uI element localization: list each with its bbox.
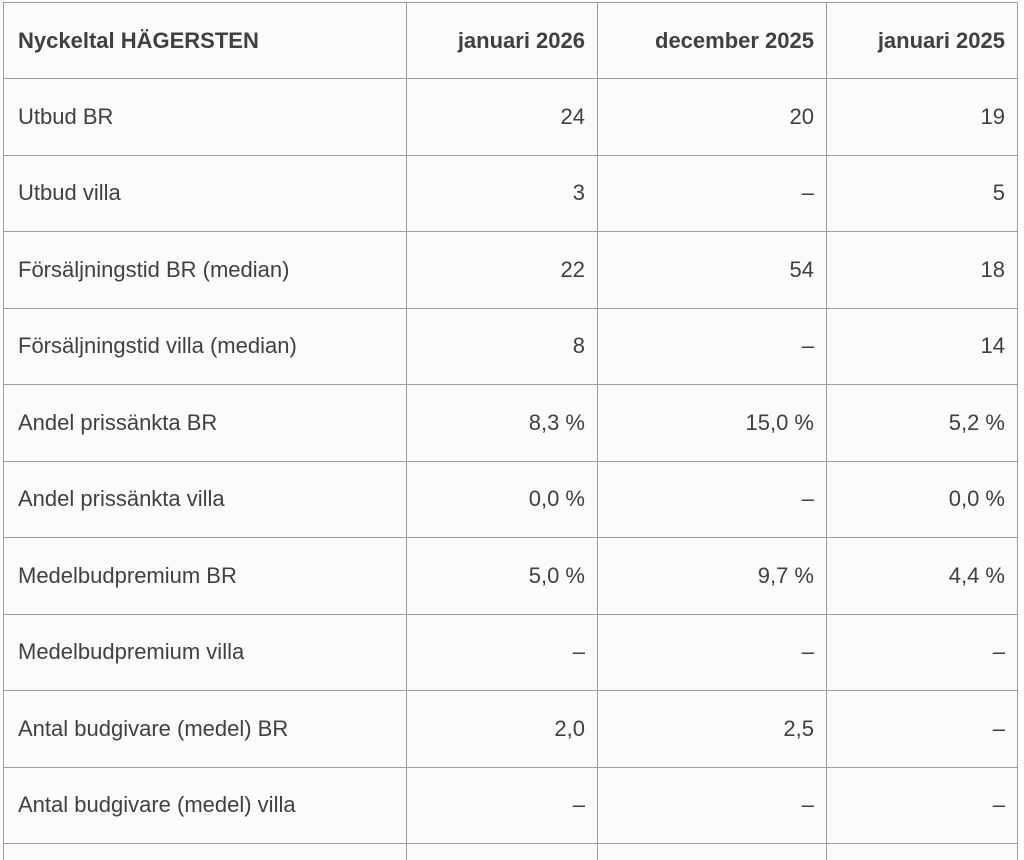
cell-value: 19 <box>827 79 1018 156</box>
cell-value: 18 <box>827 232 1018 309</box>
cell-value: – <box>598 308 827 385</box>
cell-value: 0,0 % <box>407 461 598 538</box>
cell-value: 5,2 % <box>827 385 1018 462</box>
cell-value: 3 <box>407 155 598 232</box>
column-header-januari-2026: januari 2026 <box>407 2 598 79</box>
cell-value: 22 <box>407 232 598 309</box>
cell-value: 2,5 <box>598 691 827 768</box>
table-row-clipped <box>3 844 1018 860</box>
cell-value: 24 <box>407 79 598 156</box>
key-figures-table-container: Nyckeltal HÄGERSTEN januari 2026 decembe… <box>3 2 1019 860</box>
cell-value: 14 <box>827 308 1018 385</box>
cell-value: – <box>827 691 1018 768</box>
cell-value: – <box>407 767 598 844</box>
cell-value: – <box>827 614 1018 691</box>
cell-value: – <box>598 461 827 538</box>
cell-value: 54 <box>598 232 827 309</box>
row-label: Utbud BR <box>3 79 407 156</box>
table-row: Medelbudpremium BR 5,0 % 9,7 % 4,4 % <box>3 538 1018 615</box>
table-title: Nyckeltal HÄGERSTEN <box>3 2 407 79</box>
row-label: Antal budgivare (medel) BR <box>3 691 407 768</box>
row-label: Andel prissänkta BR <box>3 385 407 462</box>
row-label: Antal budgivare (medel) villa <box>3 767 407 844</box>
cell-value: – <box>598 767 827 844</box>
table-row: Antal budgivare (medel) villa – – – <box>3 767 1018 844</box>
row-label: Utbud villa <box>3 155 407 232</box>
row-label: Medelbudpremium villa <box>3 614 407 691</box>
table-row: Andel prissänkta BR 8,3 % 15,0 % 5,2 % <box>3 385 1018 462</box>
cell-value: – <box>598 614 827 691</box>
table-row: Andel prissänkta villa 0,0 % – 0,0 % <box>3 461 1018 538</box>
table-row: Utbud villa 3 – 5 <box>3 155 1018 232</box>
table-header-row: Nyckeltal HÄGERSTEN januari 2026 decembe… <box>3 2 1018 79</box>
table-row: Antal budgivare (medel) BR 2,0 2,5 – <box>3 691 1018 768</box>
row-label: Försäljningstid villa (median) <box>3 308 407 385</box>
key-figures-table: Nyckeltal HÄGERSTEN januari 2026 decembe… <box>3 2 1018 860</box>
row-label: Försäljningstid BR (median) <box>3 232 407 309</box>
cell-value: – <box>407 614 598 691</box>
column-header-december-2025: december 2025 <box>598 2 827 79</box>
cell-value: 0,0 % <box>827 461 1018 538</box>
row-label: Andel prissänkta villa <box>3 461 407 538</box>
cell-value: 9,7 % <box>598 538 827 615</box>
cell-value: 4,4 % <box>827 538 1018 615</box>
cell-value: – <box>598 155 827 232</box>
column-header-januari-2025: januari 2025 <box>827 2 1018 79</box>
cell-value: 5,0 % <box>407 538 598 615</box>
table-row: Utbud BR 24 20 19 <box>3 79 1018 156</box>
table-row: Medelbudpremium villa – – – <box>3 614 1018 691</box>
cell-value: 8,3 % <box>407 385 598 462</box>
cell-value: 2,0 <box>407 691 598 768</box>
cell-value: 15,0 % <box>598 385 827 462</box>
row-label: Medelbudpremium BR <box>3 538 407 615</box>
table-row: Försäljningstid villa (median) 8 – 14 <box>3 308 1018 385</box>
cell-value: – <box>827 767 1018 844</box>
table-row: Försäljningstid BR (median) 22 54 18 <box>3 232 1018 309</box>
cell-value: 5 <box>827 155 1018 232</box>
cell-value: 20 <box>598 79 827 156</box>
cell-value: 8 <box>407 308 598 385</box>
